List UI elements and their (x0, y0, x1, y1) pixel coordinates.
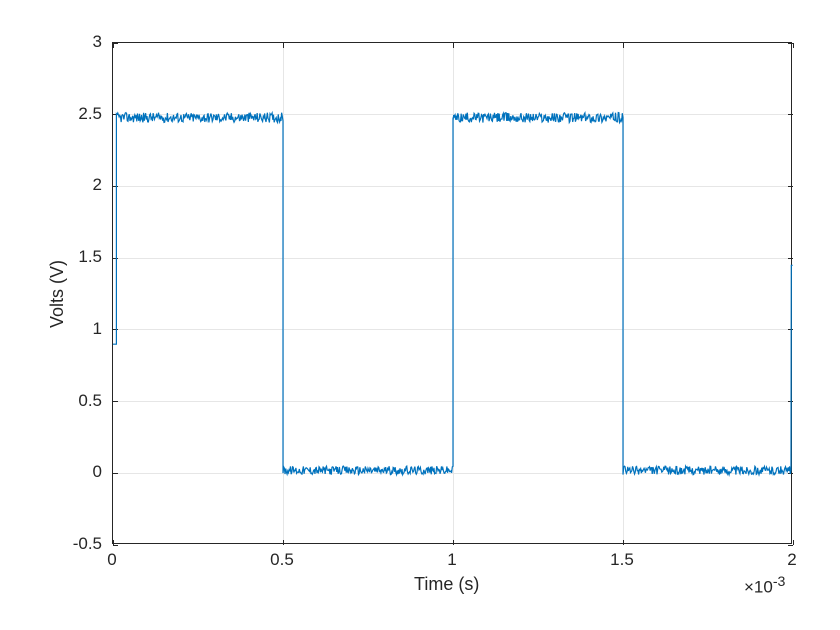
x-axis-exponent: ×10-3 (744, 574, 785, 598)
exponent-power: -3 (773, 574, 786, 590)
x-tick-label: 1 (427, 550, 477, 570)
y-tick-label: 0.5 (57, 391, 102, 411)
y-tick-label: 2 (57, 175, 102, 195)
y-tick-label: -0.5 (57, 534, 102, 554)
x-tick-label: 0.5 (257, 550, 307, 570)
x-tick-label: 1.5 (597, 550, 647, 570)
x-tick-label: 2 (767, 550, 817, 570)
y-tick-label: 1.5 (57, 247, 102, 267)
y-tick-label: 2.5 (57, 104, 102, 124)
y-tick-label: 3 (57, 32, 102, 52)
signal-waveform (113, 43, 793, 545)
signal-line (113, 113, 793, 475)
x-axis-label: Time (s) (414, 574, 479, 595)
plot-area (112, 42, 792, 544)
y-tick-label: 1 (57, 319, 102, 339)
exponent-prefix: ×10 (744, 578, 773, 597)
y-axis-label: Volts (V) (47, 260, 68, 328)
y-tick-label: 0 (57, 462, 102, 482)
